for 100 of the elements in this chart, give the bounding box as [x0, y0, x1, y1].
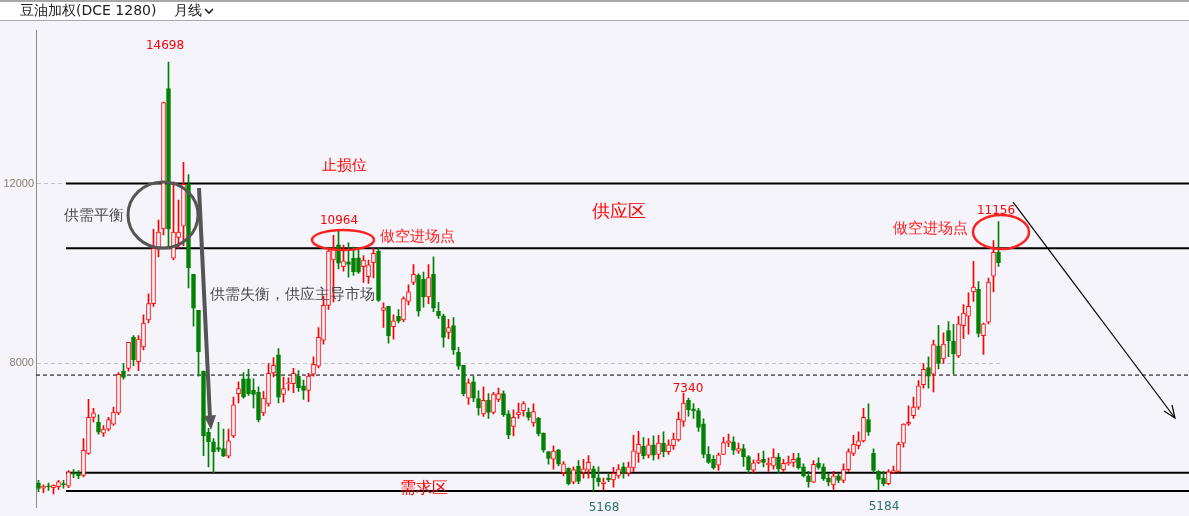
candlestick [436, 301, 441, 319]
candlestick [866, 403, 871, 436]
candlestick [101, 425, 106, 437]
candlestick [656, 435, 661, 460]
candlestick [781, 458, 786, 472]
candlestick [796, 453, 801, 470]
candlestick [471, 375, 476, 403]
candlestick [361, 255, 366, 283]
candlestick [376, 247, 381, 302]
candlestick [221, 428, 226, 457]
candlestick [676, 411, 681, 442]
candlestick [661, 431, 666, 458]
candlestick [256, 386, 261, 423]
candlestick [831, 471, 836, 490]
candlestick [206, 427, 211, 468]
candlestick [821, 463, 826, 481]
candlestick [336, 229, 341, 270]
candlestick [741, 444, 746, 467]
candlestick [421, 271, 426, 308]
candlestick [901, 423, 906, 448]
candlestick [341, 244, 346, 272]
candlestick [956, 315, 961, 358]
candlestick [251, 378, 256, 409]
annotation: 供需平衡 [64, 205, 124, 224]
candlestick [981, 322, 986, 355]
candlestick [631, 435, 636, 472]
candlestick [446, 319, 451, 340]
candlestick [401, 296, 406, 322]
candlestick [706, 446, 711, 464]
candlestick [861, 408, 866, 443]
annotation: 7340 [672, 381, 704, 396]
candlestick [136, 335, 141, 371]
candlestick [776, 453, 781, 474]
candlestick [566, 467, 571, 486]
candlestick [881, 471, 886, 487]
candlestick [481, 386, 486, 417]
candlestick [191, 274, 196, 327]
candlestick [651, 435, 656, 461]
candlestick [51, 484, 56, 495]
candlestick [56, 480, 61, 490]
candlestick [501, 390, 506, 417]
candlestick [541, 432, 546, 453]
candlestick [311, 356, 316, 377]
candlestick [166, 61, 171, 249]
candlestick [286, 377, 291, 391]
candlestick [521, 401, 526, 417]
candlestick [886, 469, 891, 486]
candlestick [691, 403, 696, 419]
candlestick [241, 372, 246, 399]
candlestick [586, 455, 591, 479]
candlestick [946, 321, 951, 358]
candlestick [146, 293, 151, 324]
candlestick [526, 407, 531, 421]
candlestick [816, 457, 821, 470]
candlestick [636, 431, 641, 463]
candlestick [751, 459, 756, 474]
candlestick [731, 436, 736, 455]
candlestick [61, 480, 66, 489]
candlestick [801, 463, 806, 478]
candlestick [641, 437, 646, 460]
candlestick [611, 467, 616, 488]
candlestick [296, 370, 301, 392]
candlestick [551, 445, 556, 470]
candlestick [266, 363, 271, 407]
annotation: 11156 [976, 203, 1016, 218]
candlestick [476, 390, 481, 416]
candlestick [131, 335, 136, 367]
candlestick [301, 379, 306, 400]
candlestick [216, 422, 221, 452]
candlestick [891, 465, 896, 474]
candlestick [371, 247, 376, 279]
candlestick [561, 461, 566, 477]
candlestick [896, 441, 901, 473]
annotation: 5184 [868, 499, 900, 514]
candlestick [356, 247, 361, 274]
candlestick [461, 364, 466, 397]
candlestick [986, 277, 991, 325]
candlestick [716, 452, 721, 471]
candlestick [511, 409, 516, 437]
candlestick [996, 221, 1001, 267]
candlestick [111, 406, 116, 426]
candlestick [231, 396, 236, 439]
candlestick [36, 480, 41, 492]
candlestick [531, 403, 536, 427]
candlestick [306, 373, 311, 403]
candlestick [681, 392, 686, 427]
candlestick [626, 461, 631, 477]
candlestick [106, 417, 111, 432]
candlestick [746, 455, 751, 474]
candlestick [366, 259, 371, 284]
candlestick [536, 417, 541, 437]
candlestick [581, 458, 586, 479]
candlestick [671, 432, 676, 450]
chart-title: 豆油加权(DCE 1280) [20, 2, 157, 20]
candlestick [116, 372, 121, 416]
candlestick [396, 309, 401, 324]
candlestick [66, 470, 71, 488]
candlestick [226, 428, 231, 459]
candlestick [836, 473, 841, 483]
candlestick [506, 410, 511, 439]
